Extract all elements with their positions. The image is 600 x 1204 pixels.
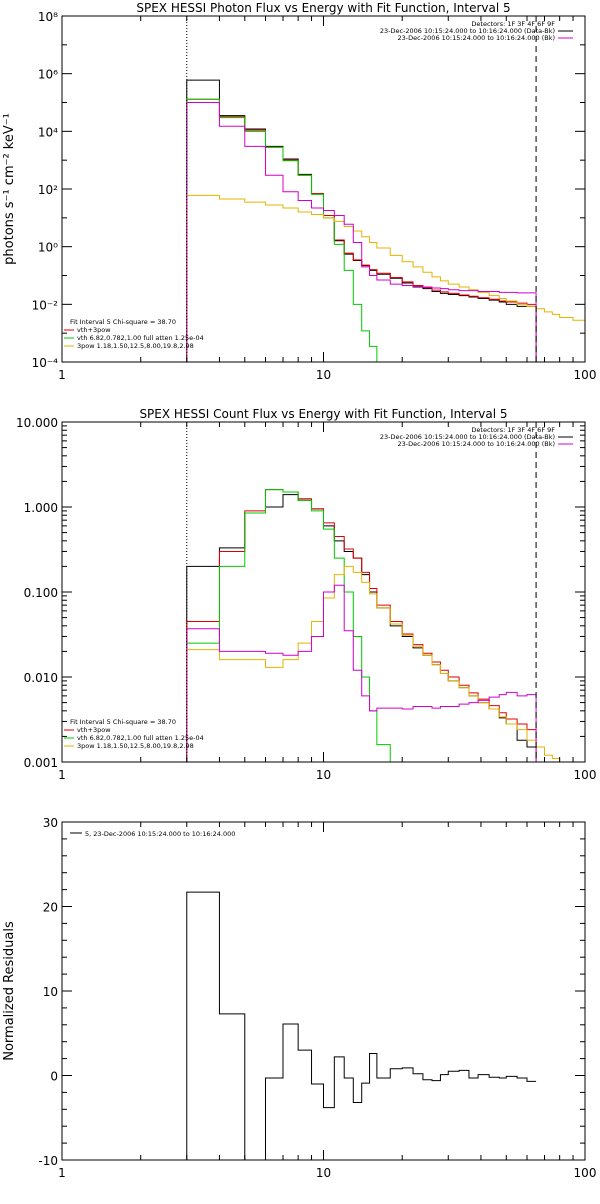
series-line-vth	[186, 489, 391, 762]
x-tick-label: 1	[58, 768, 66, 782]
series-group	[186, 489, 574, 762]
header-text-line: 23-Dec-2006 10:15:24.000 to 10:16:24.000…	[380, 27, 555, 35]
header-text-line: Detectors: 1F 3F 4F 6F 9F	[471, 426, 555, 434]
y-tick-label: 20	[43, 901, 58, 915]
chart-panel-2: SPEX HESSI Count Flux vs Energy with Fit…	[16, 407, 597, 782]
y-axis-label: Normalized Residuals	[2, 921, 17, 1061]
series-line-3pow	[186, 194, 585, 362]
y-tick-label: 10⁶	[38, 68, 58, 82]
legend-title: Fit Interval 5 Chi-square = 38.70	[70, 718, 176, 726]
legend-title: Fit Interval 5 Chi-square = 38.70	[70, 318, 176, 326]
series-line-bk	[186, 584, 537, 762]
legend-entry: vth 6.82,0.782,1.00 full atten 1.25e-04	[77, 734, 204, 742]
chart-panel-1: SPEX HESSI Photon Flux vs Energy with Fi…	[2, 1, 597, 382]
x-tick-label: 1	[58, 368, 66, 382]
y-tick-label: 10⁰	[38, 241, 58, 255]
y-tick-label: 0.100	[24, 586, 58, 600]
series-line-vth	[186, 98, 378, 362]
y-tick-label: 0	[50, 1070, 58, 1084]
x-tick-label: 1	[58, 1166, 66, 1180]
y-tick-label: 10⁸	[38, 10, 58, 24]
series-line-bk	[186, 102, 537, 362]
y-tick-label: 10⁻⁴	[32, 356, 59, 370]
series-line-3pow	[186, 565, 574, 762]
x-tick-label: 10	[316, 768, 331, 782]
legend-entry: 3pow 1.18,1.50,12.5,8.00,19.8,2.98	[77, 742, 194, 750]
x-tick-label: 100	[574, 368, 597, 382]
series-group	[186, 79, 585, 362]
series-line-vth-3pow	[186, 489, 537, 762]
axes-frame	[61, 821, 586, 1161]
x-tick-label: 10	[316, 1166, 331, 1180]
legend-entry: vth 6.82,0.782,1.00 full atten 1.25e-04	[77, 334, 204, 342]
y-tick-label: 10²	[38, 183, 58, 197]
y-tick-label: 0.010	[24, 671, 58, 685]
y-tick-label: 30	[43, 816, 58, 830]
legend-entry: 5, 23-Dec-2006 10:15:24.000 to 10:16:24.…	[85, 830, 235, 838]
series-line-5-23-dec-2006-10-15-24-000-to-10-16-24-000	[186, 891, 537, 1160]
x-tick-label: 10	[316, 368, 331, 382]
legend-entry: vth+3pow	[77, 326, 111, 334]
y-tick-label: -10	[38, 1154, 58, 1168]
chart-title: SPEX HESSI Count Flux vs Energy with Fit…	[139, 407, 507, 421]
series-line-data-bk	[186, 494, 537, 762]
chart-title: SPEX HESSI Photon Flux vs Energy with Fi…	[136, 1, 510, 15]
y-tick-label: 1.000	[24, 501, 58, 515]
axes-frame	[61, 15, 586, 363]
y-tick-label: 10.000	[16, 416, 58, 430]
header-text-line: Detectors: 1F 3F 4F 6F 9F	[471, 20, 555, 28]
x-tick-label: 100	[574, 768, 597, 782]
series-group	[186, 891, 537, 1160]
y-axis-label: photons s⁻¹ cm⁻² keV⁻¹	[2, 113, 17, 265]
legend-entry: vth+3pow	[77, 726, 111, 734]
y-tick-label: 10⁻²	[32, 298, 59, 312]
series-line-vth-3pow	[186, 98, 537, 362]
y-tick-label: 0.001	[24, 756, 58, 770]
chart-panel-3: 1 10 100 -10 0 10 20 30 Normalized Residuals 5, 2…	[2, 816, 596, 1180]
legend-entry: 3pow 1.18,1.50,12.5,8.00,19.8,2.98	[77, 342, 194, 350]
header-text-line: 23-Dec-2006 10:15:24.000 to 10:16:24.000…	[398, 440, 556, 448]
y-tick-label: 10⁴	[38, 125, 58, 139]
y-tick-label: 10	[43, 985, 58, 999]
header-text-line: 23-Dec-2006 10:15:24.000 to 10:16:24.000…	[398, 34, 556, 42]
x-tick-label: 100	[574, 1166, 597, 1180]
header-text-line: 23-Dec-2006 10:15:24.000 to 10:16:24.000…	[380, 433, 555, 441]
